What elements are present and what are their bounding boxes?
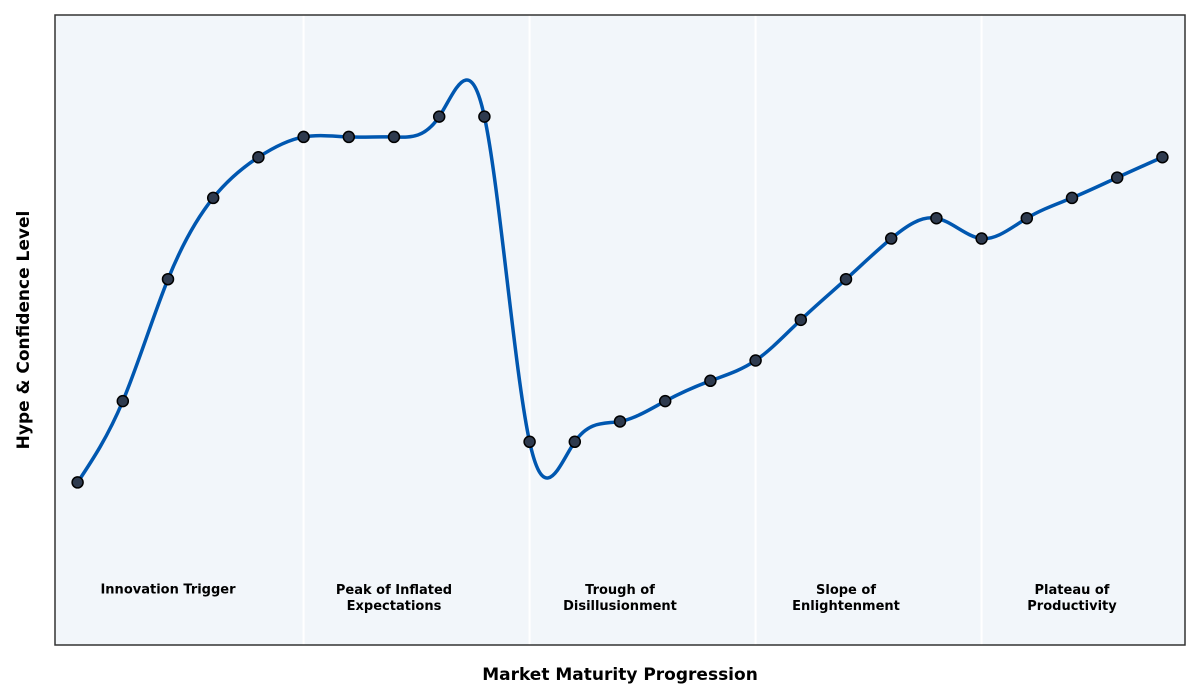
phase-label: Plateau of Productivity: [1027, 583, 1117, 614]
data-point: [568, 435, 582, 449]
data-point: [794, 313, 808, 327]
data-point: [1110, 171, 1124, 184]
phase-label: Peak of Inflated Expectations: [336, 583, 452, 614]
data-point: [478, 110, 491, 123]
plot-layer: Innovation Trigger Peak of Inflated Expect…: [71, 15, 1169, 645]
x-axis-label: Market Maturity Progression: [482, 665, 758, 685]
data-point: [975, 232, 988, 245]
data-point: [704, 374, 717, 388]
data-point: [613, 415, 627, 428]
data-point: [658, 394, 672, 408]
data-point: [1156, 151, 1169, 164]
data-point: [432, 110, 446, 123]
data-point: [297, 130, 310, 144]
data-point: [116, 394, 130, 408]
phase-label: Trough of Disillusionment: [563, 583, 677, 614]
data-point: [71, 476, 84, 489]
data-point: [1065, 191, 1079, 205]
data-point: [387, 130, 401, 144]
series-line: [76, 78, 1164, 484]
data-point: [1020, 211, 1034, 225]
data-point: [839, 272, 853, 286]
y-axis-label: Hype & Confidence Level: [14, 211, 34, 450]
data-point: [930, 211, 943, 225]
data-point: [523, 435, 536, 449]
phase-label: Slope of Enlightenment: [792, 583, 900, 614]
plot-frame: [54, 14, 1186, 646]
data-point: [749, 354, 762, 367]
data-point: [161, 272, 175, 286]
plot-area: [55, 15, 1185, 645]
phase-label: Innovation Trigger: [100, 583, 236, 598]
data-point: [342, 130, 356, 144]
data-point: [884, 232, 898, 245]
data-point: [206, 191, 220, 205]
data-point: [252, 151, 265, 164]
